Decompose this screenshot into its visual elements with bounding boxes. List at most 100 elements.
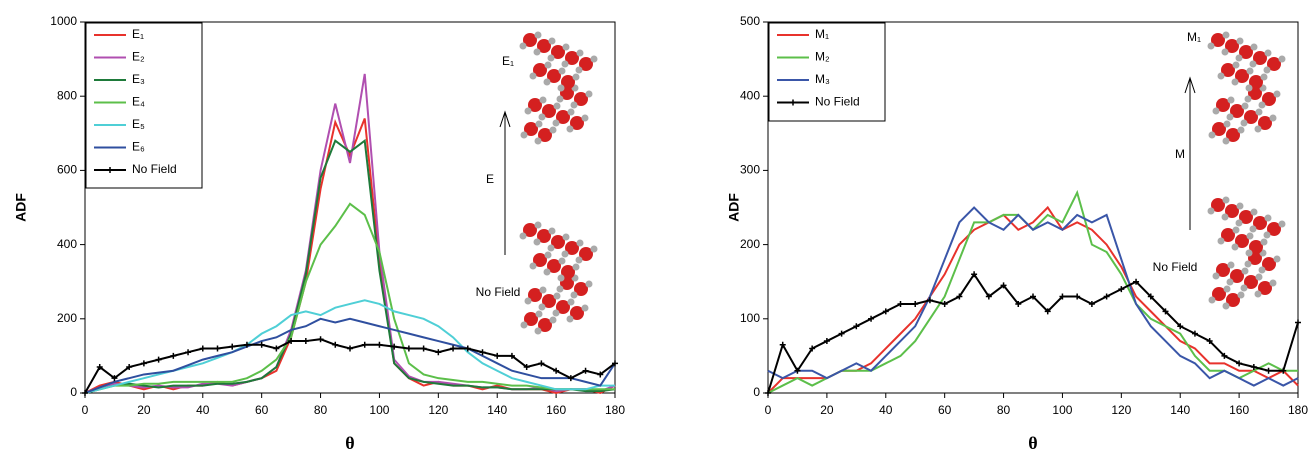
hydrogen-atom xyxy=(562,43,570,51)
hydrogen-atom xyxy=(1254,290,1262,298)
marker xyxy=(1074,293,1081,300)
marker xyxy=(1118,286,1125,293)
legend-box xyxy=(768,22,886,122)
marker xyxy=(479,349,486,356)
marker xyxy=(868,315,875,322)
oxygen-atom xyxy=(1258,116,1272,130)
y-tick-label: 400 xyxy=(740,88,760,102)
hydrogen-atom xyxy=(535,120,543,128)
oxygen-atom xyxy=(574,282,588,296)
x-axis-label: θ xyxy=(345,433,354,453)
hydrogen-atom xyxy=(561,60,569,68)
oxygen-atom xyxy=(561,75,575,89)
oxygen-atom xyxy=(1212,122,1226,136)
hydrogen-atom xyxy=(544,61,552,69)
marker xyxy=(464,345,471,352)
x-tick-label: 80 xyxy=(314,403,328,417)
y-tick-label: 0 xyxy=(753,385,760,399)
marker xyxy=(96,364,103,371)
marker xyxy=(1030,293,1036,300)
legend-label: E₅ xyxy=(132,117,145,131)
oxygen-atom xyxy=(551,45,565,59)
hydrogen-atom xyxy=(1237,126,1245,134)
hydrogen-atom xyxy=(1223,120,1231,128)
hydrogen-atom xyxy=(543,78,551,86)
hydrogen-atom xyxy=(538,303,546,311)
marker xyxy=(155,356,162,363)
oxygen-atom xyxy=(1230,269,1244,283)
marker xyxy=(405,345,412,352)
oxygen-atom xyxy=(537,229,551,243)
legend-box xyxy=(85,22,203,189)
marker xyxy=(243,341,250,348)
marker xyxy=(941,300,948,307)
x-tick-label: 40 xyxy=(879,403,893,417)
hydrogen-atom xyxy=(1227,261,1235,269)
marker xyxy=(538,360,545,367)
oxygen-atom xyxy=(570,306,584,320)
hydrogen-atom xyxy=(1221,48,1229,56)
hydrogen-atom xyxy=(572,73,580,81)
oxygen-atom xyxy=(565,51,579,65)
oxygen-atom xyxy=(537,39,551,53)
marker xyxy=(288,338,295,345)
hydrogen-atom xyxy=(519,42,527,50)
hydrogen-atom xyxy=(1226,278,1234,286)
hydrogen-atom xyxy=(1245,249,1253,257)
oxygen-atom xyxy=(1249,75,1263,89)
marker xyxy=(126,364,133,371)
hydrogen-atom xyxy=(585,90,593,98)
oxygen-atom xyxy=(1225,39,1239,53)
hydrogen-atom xyxy=(534,31,542,39)
legend-label: M₃ xyxy=(815,72,830,86)
x-tick-label: 40 xyxy=(196,403,210,417)
x-tick-label: 60 xyxy=(938,403,952,417)
field-arrowhead xyxy=(499,110,511,128)
oxygen-atom xyxy=(579,247,593,261)
y-tick-label: 800 xyxy=(57,88,77,102)
marker xyxy=(214,345,221,352)
hydrogen-atom xyxy=(572,263,580,271)
marker xyxy=(229,343,236,350)
oxygen-atom xyxy=(1221,63,1235,77)
y-tick-label: 200 xyxy=(57,311,77,325)
marker xyxy=(1147,293,1154,300)
oxygen-atom xyxy=(1230,104,1244,118)
marker xyxy=(1044,308,1051,315)
marker xyxy=(897,300,904,307)
hydrogen-atom xyxy=(1212,272,1220,280)
x-tick-label: 60 xyxy=(255,403,269,417)
oxygen-atom xyxy=(556,110,570,124)
hydrogen-atom xyxy=(549,126,557,134)
oxygen-atom xyxy=(1211,198,1225,212)
legend-label: E₁ xyxy=(132,27,144,41)
x-tick-label: 0 xyxy=(765,403,772,417)
legend-label: E₆ xyxy=(132,140,145,154)
oxygen-atom xyxy=(1235,69,1249,83)
marker xyxy=(435,349,442,356)
hydrogen-atom xyxy=(1246,232,1254,240)
legend-marker xyxy=(790,99,796,106)
marker xyxy=(82,390,88,396)
hydrogen-atom xyxy=(543,268,551,276)
hydrogen-atom xyxy=(544,251,552,259)
marker xyxy=(1133,278,1140,285)
hydrogen-atom xyxy=(538,113,546,121)
marker xyxy=(765,390,771,396)
hydrogen-atom xyxy=(1260,73,1268,81)
hydrogen-atom xyxy=(590,55,598,63)
hydrogen-atom xyxy=(1250,208,1258,216)
hydrogen-atom xyxy=(1222,302,1230,310)
marker xyxy=(199,345,206,352)
hydrogen-atom xyxy=(1217,237,1225,245)
marker xyxy=(185,349,192,356)
x-tick-label: 120 xyxy=(1111,403,1131,417)
hydrogen-atom xyxy=(1278,220,1286,228)
hydrogen-atom xyxy=(1236,202,1244,210)
hydrogen-atom xyxy=(547,244,555,252)
y-tick-label: 100 xyxy=(740,311,760,325)
marker xyxy=(258,341,265,348)
y-tick-label: 200 xyxy=(740,237,760,251)
hydrogen-atom xyxy=(1249,60,1257,68)
